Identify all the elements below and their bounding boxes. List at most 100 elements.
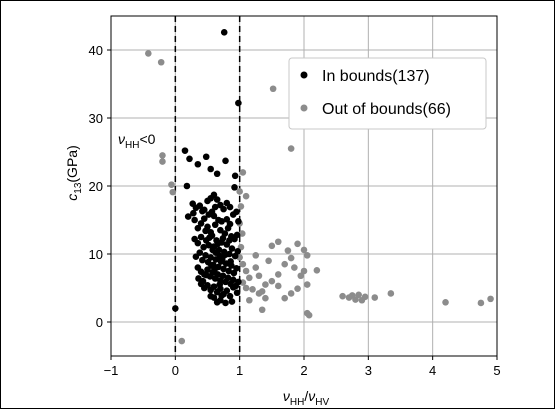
vline-layer [174,16,241,356]
in-bounds-point [218,218,225,225]
out-of-bounds-point [303,281,311,288]
out-of-bounds-point [305,311,313,319]
in-bounds-point [194,160,202,168]
out-of-bounds-point [236,188,243,195]
y-tick-label: 0 [96,315,103,330]
in-bounds-point [210,191,218,199]
out-of-bounds-point [238,230,246,237]
legend: In bounds(137) Out of bounds(66) [288,57,487,130]
in-bounds-point [196,202,204,210]
in-bounds-point [202,252,209,259]
out-of-bounds-point [157,58,165,66]
out-of-bounds-point [237,203,245,210]
in-bounds-point [214,271,222,278]
y-axis-label: c13(GPa) [64,145,84,200]
in-bounds-point [200,243,207,251]
in-bounds-point [226,292,234,300]
out-of-bounds-point [361,293,369,301]
out-of-bounds-point [355,291,362,299]
out-of-bounds-point [145,50,152,57]
out-of-bounds-point [352,296,359,303]
in-bounds-point [199,256,206,264]
in-bounds-point [196,249,204,256]
out-of-bounds-point [281,260,289,268]
in-bounds-point [235,99,242,107]
in-bounds-point [216,281,224,288]
out-of-bounds-point [242,192,250,200]
in-bounds-point [222,299,229,307]
out-of-bounds-point [255,272,263,280]
out-of-bounds-point [300,246,308,254]
x-tick-label: 1 [236,363,243,378]
out-of-bounds-point [269,85,277,93]
in-bounds-point [235,218,242,225]
in-bounds-point [223,216,231,223]
out-of-bounds-point [442,298,449,306]
y-tick-label: 10 [89,247,103,262]
in-bounds-point [217,226,224,234]
out-of-bounds-point [252,264,260,271]
in-bounds-point [202,227,209,235]
out-of-bounds-point [262,294,269,302]
in-bounds-point [228,245,236,252]
in-bounds-point [194,239,202,247]
in-bounds-point [213,196,221,203]
in-bounds-point [226,203,234,211]
out-of-bounds-point [252,252,260,259]
in-bounds-point [202,271,210,279]
in-bounds-point [224,274,232,282]
in-bounds-point [231,184,238,191]
legend-label-in-bounds: In bounds(137) [322,68,430,85]
in-bounds-point [211,221,219,229]
out-of-bounds-point [303,252,311,259]
in-bounds-point [207,254,215,261]
in-bounds-point [220,29,228,36]
out-of-bounds-point [297,272,305,280]
out-of-bounds-point [168,181,175,188]
in-bounds-point [186,155,193,163]
x-tick-label: 5 [493,363,500,378]
in-bounds-point [191,216,198,224]
out-of-bounds-point [169,188,177,196]
in-bounds-point [220,205,227,213]
out-of-bounds-point [258,306,266,314]
out-of-bounds-point [287,145,295,152]
out-of-bounds-point [246,296,253,304]
legend-marker-in-bounds [300,71,308,79]
out-of-bounds-point [242,267,250,275]
in-bounds-point [183,182,191,190]
out-of-bounds-point [265,257,272,265]
in-bounds-point [200,215,208,222]
out-of-bounds-point [477,299,485,307]
out-of-bounds-point [246,274,253,282]
out-of-bounds-point [242,284,250,292]
in-bounds-point [202,153,210,161]
out-of-bounds-point [294,240,301,248]
in-bounds-point [234,247,242,255]
out-of-bounds-point [387,290,395,297]
in-bounds-point [233,289,241,297]
out-of-bounds-point [178,337,186,345]
in-bounds-point [208,208,216,216]
in-bounds-point [214,240,222,248]
in-bounds-point [223,287,231,295]
out-of-bounds-point [291,264,298,271]
out-of-bounds-point [371,294,379,301]
out-of-bounds-point [274,271,282,278]
out-of-bounds-point [339,292,346,300]
out-of-bounds-point [284,247,292,254]
out-of-bounds-point [274,238,282,246]
in-bounds-point [206,234,213,241]
x-axis-label: νHH/νHV [283,388,330,408]
in-bounds-point [199,207,206,215]
out-of-bounds-point [287,254,295,262]
in-bounds-point [222,157,229,165]
in-bounds-point [225,267,233,275]
in-bounds-point [235,278,242,286]
y-tick-label: 20 [89,179,103,194]
out-of-bounds-point [300,267,308,275]
in-bounds-point [199,277,207,285]
legend-marker-out-of-bounds [300,104,308,112]
in-bounds-point [233,264,240,272]
in-bounds-point [231,172,239,180]
